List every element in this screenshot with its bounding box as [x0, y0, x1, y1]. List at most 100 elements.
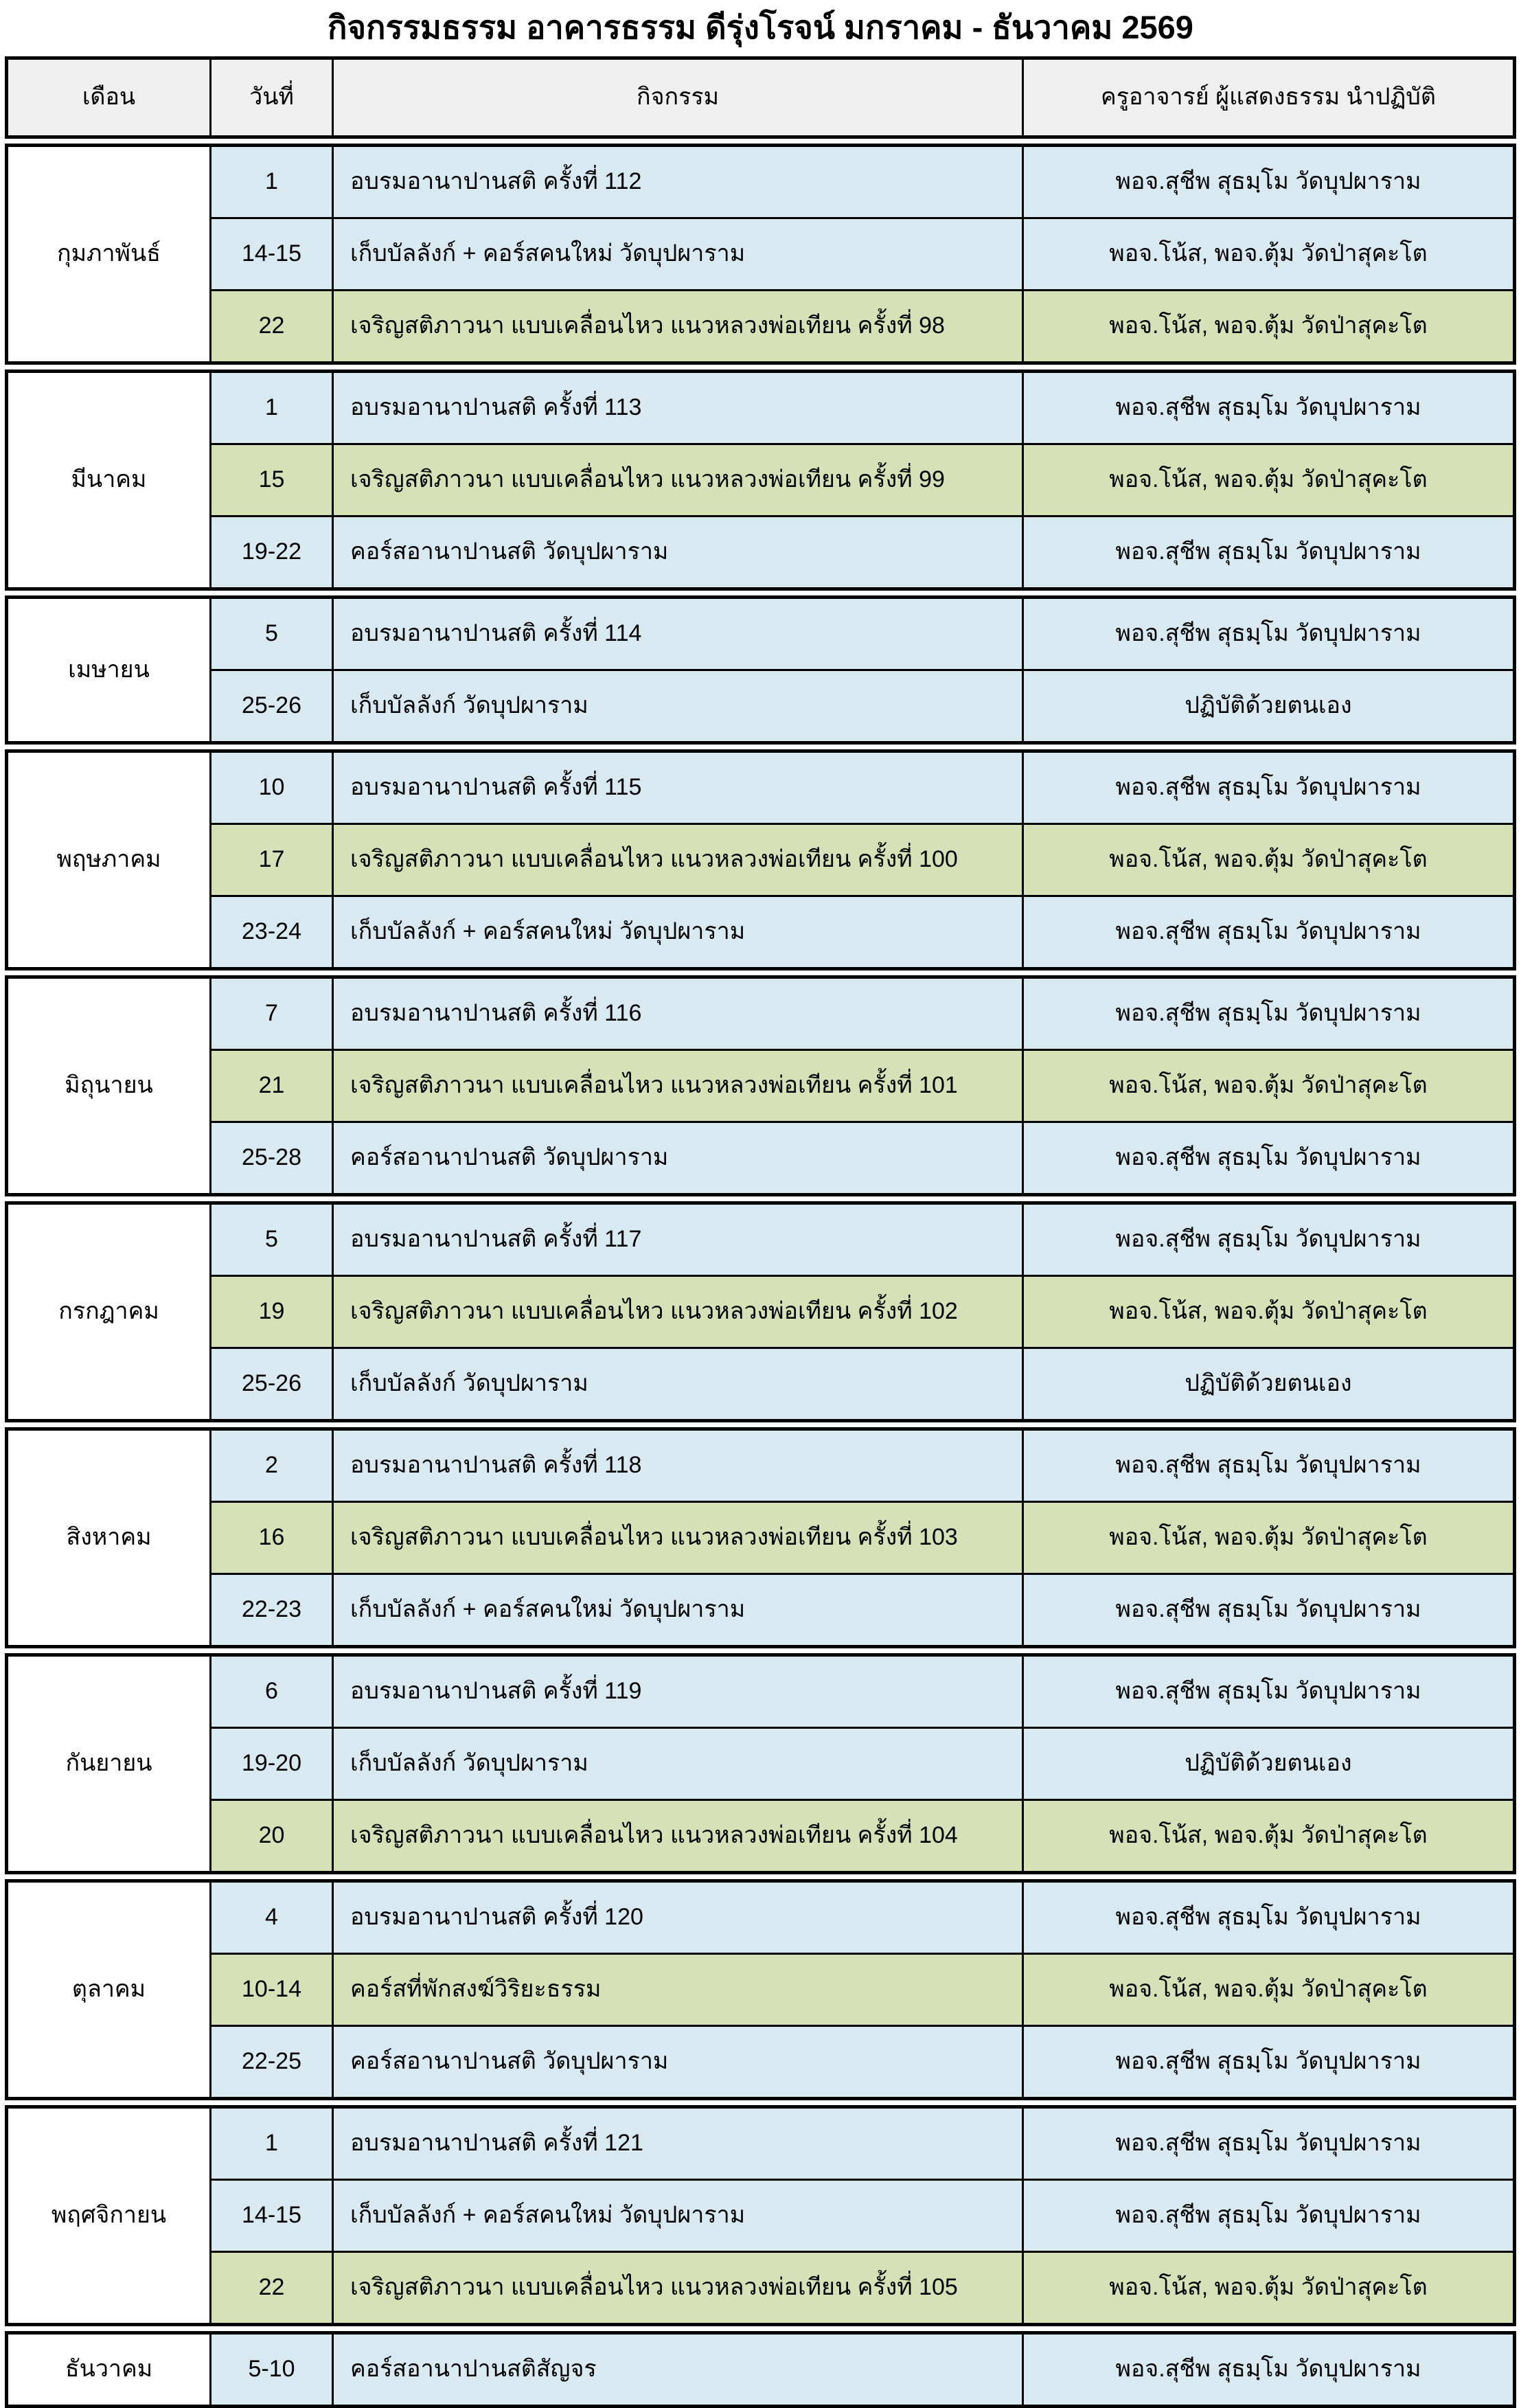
- activity-cell: เจริญสติภาวนา แบบเคลื่อนไหว แนวหลวงพ่อเท…: [334, 1276, 1024, 1347]
- table-row: 16 เจริญสติภาวนา แบบเคลื่อนไหว แนวหลวงพ่อ…: [211, 1500, 1513, 1573]
- activity-cell: คอร์สที่พักสงฆ์วิริยะธรรม: [334, 1954, 1024, 2025]
- table-row: 14-15 เก็บบัลลังก์ + คอร์สคนใหม่ วัดบุปผา…: [211, 2178, 1513, 2251]
- activity-cell: อบรมอานาปานสติ ครั้งที่ 118: [334, 1430, 1024, 1501]
- activity-cell: เก็บบัลลังก์ + คอร์สคนใหม่ วัดบุปผาราม: [334, 896, 1024, 967]
- month-name: พฤศจิกายน: [8, 2108, 211, 2323]
- table-row: 15 เจริญสติภาวนา แบบเคลื่อนไหว แนวหลวงพ่อ…: [211, 442, 1513, 515]
- date-cell: 22-23: [211, 1574, 334, 1645]
- month-rows: 2 อบรมอานาปานสติ ครั้งที่ 118 พอจ.สุชีพ สุ…: [211, 1430, 1513, 1645]
- date-cell: 20: [211, 1800, 334, 1871]
- table-row: 6 อบรมอานาปานสติ ครั้งที่ 119 พอจ.สุชีพ สุ…: [211, 1656, 1513, 1727]
- table-row: 17 เจริญสติภาวนา แบบเคลื่อนไหว แนวหลวงพ่อ…: [211, 822, 1513, 895]
- teacher-cell: พอจ.สุชีพ สุธมฺโม วัดบุปผาราม: [1115, 1000, 1421, 1027]
- teacher-cell: พอจ.โน้ส, พอจ.ตุ้ม วัดป่าสุคะโต: [1109, 1072, 1428, 1099]
- teacher-cell: พอจ.โน้ส, พอจ.ตุ้ม วัดป่าสุคะโต: [1109, 1976, 1428, 2003]
- month-rows: 4 อบรมอานาปานสติ ครั้งที่ 120 พอจ.สุชีพ สุ…: [211, 1882, 1513, 2097]
- month-block: กุมภาพันธ์ 1 อบรมอานาปานสติ ครั้งที่ 112 พอ…: [5, 143, 1516, 365]
- teacher-cell: ปฏิบัติด้วยตนเอง: [1185, 1370, 1352, 1397]
- activity-cell: เจริญสติภาวนา แบบเคลื่อนไหว แนวหลวงพ่อเท…: [334, 1050, 1024, 1121]
- month-name: กรกฎาคม: [8, 1204, 211, 1419]
- month-block: สิงหาคม 2 อบรมอานาปานสติ ครั้งที่ 118 พอจ.ส…: [5, 1427, 1516, 1648]
- activity-cell: เจริญสติภาวนา แบบเคลื่อนไหว แนวหลวงพ่อเท…: [334, 291, 1024, 361]
- header-activity: กิจกรรม: [334, 59, 1024, 135]
- table-row: 25-26 เก็บบัลลังก์ วัดบุปผาราม ปฏิบัติด้วย…: [211, 668, 1513, 741]
- teacher-cell: พอจ.โน้ส, พอจ.ตุ้ม วัดป่าสุคะโต: [1109, 2274, 1428, 2301]
- month-rows: 10 อบรมอานาปานสติ ครั้งที่ 115 พอจ.สุชีพ ส…: [211, 752, 1513, 967]
- date-cell: 17: [211, 824, 334, 895]
- date-cell: 25-26: [211, 1348, 334, 1419]
- teacher-cell: พอจ.สุชีพ สุธมฺโม วัดบุปผาราม: [1115, 1904, 1421, 1931]
- activity-cell: เก็บบัลลังก์ + คอร์สคนใหม่ วัดบุปผาราม: [334, 1574, 1024, 1645]
- table-row: 4 อบรมอานาปานสติ ครั้งที่ 120 พอจ.สุชีพ สุ…: [211, 1882, 1513, 1953]
- teacher-cell: ปฏิบัติด้วยตนเอง: [1185, 1750, 1352, 1777]
- activity-cell: อบรมอานาปานสติ ครั้งที่ 113: [334, 372, 1024, 443]
- header-month: เดือน: [8, 59, 211, 135]
- month-name: เมษายน: [8, 598, 211, 741]
- month-rows: 1 อบรมอานาปานสติ ครั้งที่ 112 พอจ.สุชีพ สุ…: [211, 146, 1513, 361]
- teacher-cell: พอจ.โน้ส, พอจ.ตุ้ม วัดป่าสุคะโต: [1109, 466, 1428, 493]
- activity-cell: คอร์สอานาปานสติสัญจร: [334, 2334, 1024, 2405]
- teacher-cell: พอจ.โน้ส, พอจ.ตุ้ม วัดป่าสุคะโต: [1109, 1822, 1428, 1849]
- header-date: วันที่: [211, 59, 334, 135]
- date-cell: 19-22: [211, 516, 334, 587]
- teacher-cell: พอจ.สุชีพ สุธมฺโม วัดบุปผาราม: [1115, 2130, 1421, 2157]
- table-row: 14-15 เก็บบัลลังก์ + คอร์สคนใหม่ วัดบุปผา…: [211, 216, 1513, 289]
- table-row: 19-20 เก็บบัลลังก์ วัดบุปผาราม ปฏิบัติด้วย…: [211, 1726, 1513, 1799]
- date-cell: 22-25: [211, 2026, 334, 2097]
- table-row: 20 เจริญสติภาวนา แบบเคลื่อนไหว แนวหลวงพ่อ…: [211, 1798, 1513, 1871]
- month-rows: 5-10 คอร์สอานาปานสติสัญจร พอจ.สุชีพ สุธมฺโ…: [211, 2334, 1513, 2405]
- date-cell: 14-15: [211, 2180, 334, 2251]
- date-cell: 2: [211, 1430, 334, 1501]
- month-rows: 6 อบรมอานาปานสติ ครั้งที่ 119 พอจ.สุชีพ สุ…: [211, 1656, 1513, 1871]
- date-cell: 22: [211, 291, 334, 361]
- table-row: 7 อบรมอานาปานสติ ครั้งที่ 116 พอจ.สุชีพ สุ…: [211, 978, 1513, 1049]
- month-name: ธันวาคม: [8, 2334, 211, 2405]
- table-row: 1 อบรมอานาปานสติ ครั้งที่ 121 พอจ.สุชีพ สุ…: [211, 2108, 1513, 2179]
- activity-cell: เจริญสติภาวนา แบบเคลื่อนไหว แนวหลวงพ่อเท…: [334, 824, 1024, 895]
- teacher-cell: พอจ.สุชีพ สุธมฺโม วัดบุปผาราม: [1115, 2048, 1421, 2075]
- month-block: กรกฎาคม 5 อบรมอานาปานสติ ครั้งที่ 117 พอจ.ส…: [5, 1201, 1516, 1422]
- table-row: 23-24 เก็บบัลลังก์ + คอร์สคนใหม่ วัดบุปผา…: [211, 894, 1513, 967]
- table-row: 22-25 คอร์สอานาปานสติ วัดบุปผาราม พอจ.สุชี…: [211, 2024, 1513, 2097]
- activity-cell: คอร์สอานาปานสติ วัดบุปผาราม: [334, 1122, 1024, 1193]
- table-row: 10 อบรมอานาปานสติ ครั้งที่ 115 พอจ.สุชีพ ส…: [211, 752, 1513, 823]
- header-teacher: ครูอาจารย์ ผู้แสดงธรรม นำปฏิบัติ: [1024, 59, 1513, 135]
- month-rows: 5 อบรมอานาปานสติ ครั้งที่ 117 พอจ.สุชีพ สุ…: [211, 1204, 1513, 1419]
- teacher-cell: พอจ.สุชีพ สุธมฺโม วัดบุปผาราม: [1115, 394, 1421, 421]
- activity-cell: เจริญสติภาวนา แบบเคลื่อนไหว แนวหลวงพ่อเท…: [334, 2252, 1024, 2323]
- teacher-cell: พอจ.สุชีพ สุธมฺโม วัดบุปผาราม: [1115, 1452, 1421, 1479]
- activity-cell: เก็บบัลลังก์ + คอร์สคนใหม่ วัดบุปผาราม: [334, 218, 1024, 289]
- date-cell: 15: [211, 444, 334, 515]
- activity-cell: อบรมอานาปานสติ ครั้งที่ 117: [334, 1204, 1024, 1275]
- date-cell: 23-24: [211, 896, 334, 967]
- month-block: ธันวาคม 5-10 คอร์สอานาปานสติสัญจร พอจ.สุชีพ…: [5, 2330, 1516, 2408]
- table-row: 25-28 คอร์สอานาปานสติ วัดบุปผาราม พอจ.สุชี…: [211, 1120, 1513, 1193]
- table-row: 10-14 คอร์สที่พักสงฆ์วิริยะธรรม พอจ.โน้ส, …: [211, 1952, 1513, 2025]
- activity-cell: อบรมอานาปานสติ ครั้งที่ 120: [334, 1882, 1024, 1953]
- page-title: กิจกรรมธรรม อาคารธรรม ดีรุ่งโรจน์ มกราคม…: [328, 9, 1193, 45]
- table-row: 22 เจริญสติภาวนา แบบเคลื่อนไหว แนวหลวงพ่อ…: [211, 2250, 1513, 2323]
- date-cell: 1: [211, 2108, 334, 2179]
- table-row: 2 อบรมอานาปานสติ ครั้งที่ 118 พอจ.สุชีพ สุ…: [211, 1430, 1513, 1501]
- teacher-cell: พอจ.สุชีพ สุธมฺโม วัดบุปผาราม: [1115, 918, 1421, 945]
- date-cell: 5: [211, 1204, 334, 1275]
- activity-cell: อบรมอานาปานสติ ครั้งที่ 114: [334, 598, 1024, 669]
- date-cell: 25-26: [211, 670, 334, 741]
- month-block: เมษายน 5 อบรมอานาปานสติ ครั้งที่ 114 พอจ.สุ…: [5, 595, 1516, 745]
- month-rows: 5 อบรมอานาปานสติ ครั้งที่ 114 พอจ.สุชีพ สุ…: [211, 598, 1513, 741]
- month-rows: 1 อบรมอานาปานสติ ครั้งที่ 121 พอจ.สุชีพ สุ…: [211, 2108, 1513, 2323]
- activity-cell: เก็บบัลลังก์ วัดบุปผาราม: [334, 1728, 1024, 1799]
- activity-cell: อบรมอานาปานสติ ครั้งที่ 119: [334, 1656, 1024, 1727]
- table-row: 19 เจริญสติภาวนา แบบเคลื่อนไหว แนวหลวงพ่อ…: [211, 1274, 1513, 1347]
- date-cell: 10-14: [211, 1954, 334, 2025]
- activity-cell: เก็บบัลลังก์ + คอร์สคนใหม่ วัดบุปผาราม: [334, 2180, 1024, 2251]
- activity-cell: อบรมอานาปานสติ ครั้งที่ 116: [334, 978, 1024, 1049]
- date-cell: 6: [211, 1656, 334, 1727]
- activity-cell: คอร์สอานาปานสติ วัดบุปผาราม: [334, 516, 1024, 587]
- date-cell: 22: [211, 2252, 334, 2323]
- month-block: พฤษภาคม 10 อบรมอานาปานสติ ครั้งที่ 115 พอจ.…: [5, 749, 1516, 970]
- teacher-cell: พอจ.สุชีพ สุธมฺโม วัดบุปผาราม: [1115, 1226, 1421, 1253]
- date-cell: 19: [211, 1276, 334, 1347]
- month-name: กุมภาพันธ์: [8, 146, 211, 361]
- table-row: 25-26 เก็บบัลลังก์ วัดบุปผาราม ปฏิบัติด้วย…: [211, 1346, 1513, 1419]
